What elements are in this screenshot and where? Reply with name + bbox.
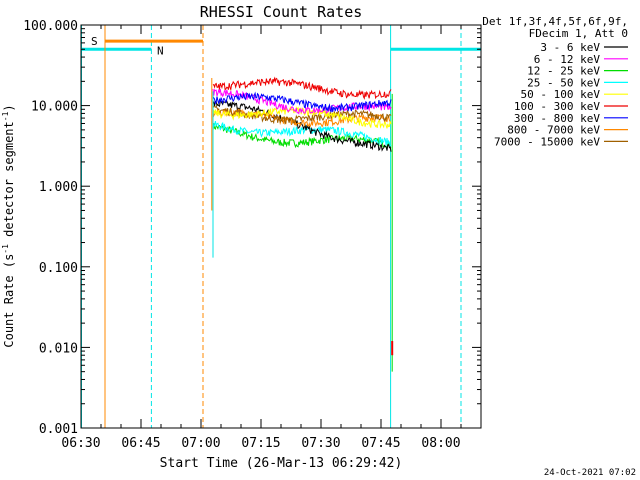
x-tick-label: 06:45 <box>121 436 160 451</box>
legend-entry-label: 25 - 50 keV <box>527 76 600 89</box>
night-annotation: N <box>157 44 164 57</box>
x-tick-label: 07:45 <box>361 436 400 451</box>
legend-entry-label: 300 - 800 keV <box>514 112 600 125</box>
y-tick-label: 100.000 <box>23 19 78 34</box>
y-tick-label: 0.010 <box>39 341 78 356</box>
legend-header: Det 1f,3f,4f,5f,6f,9f, <box>482 15 628 28</box>
series-trace <box>212 107 392 129</box>
plot-timestamp: 24-Oct-2021 07:02 <box>544 468 636 478</box>
y-axis-label: Count Rate (s-1 detector segment-1) <box>1 104 16 347</box>
legend-entry-label: 800 - 7000 keV <box>507 124 600 137</box>
x-tick-label: 07:30 <box>301 436 340 451</box>
legend-entry-label: 7000 - 15000 keV <box>494 135 600 148</box>
legend-entry-label: 12 - 25 keV <box>527 65 600 78</box>
legend-entry-label: 100 - 300 keV <box>514 100 600 113</box>
x-tick-label: 08:00 <box>421 436 460 451</box>
x-axis-label: Start Time (26-Mar-13 06:29:42) <box>160 456 403 471</box>
series-trace <box>212 123 392 149</box>
series-trace <box>212 91 392 113</box>
legend-header: FDecim 1, Att 0 <box>529 27 628 40</box>
x-tick-label: 07:00 <box>181 436 220 451</box>
series-trace <box>212 120 392 148</box>
y-tick-label: 0.100 <box>39 261 78 276</box>
series-trace <box>212 88 392 115</box>
series-trace <box>212 76 392 100</box>
legend-entry-label: 6 - 12 keV <box>534 53 601 66</box>
legend-entry-label: 50 - 100 keV <box>521 88 601 101</box>
x-tick-label: 07:15 <box>241 436 280 451</box>
legend-entry-label: 3 - 6 keV <box>540 41 600 54</box>
saa-annotation: S <box>91 35 98 48</box>
chart-title: RHESSI Count Rates <box>200 3 363 21</box>
series-trace <box>213 100 392 152</box>
y-tick-label: 10.000 <box>31 100 78 115</box>
y-tick-label: 1.000 <box>39 180 78 195</box>
x-tick-label: 06:30 <box>61 436 100 451</box>
y-tick-label: 0.001 <box>39 422 78 437</box>
